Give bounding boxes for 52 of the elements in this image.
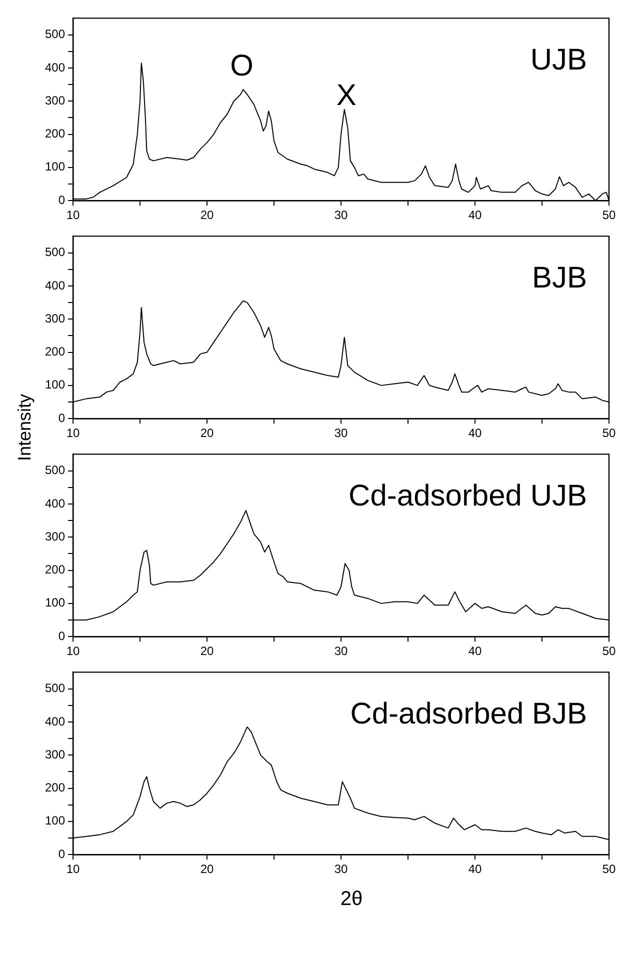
y-tick-label: 200	[44, 344, 66, 359]
y-tick-label: 0	[58, 846, 66, 861]
x-tick-label: 50	[602, 862, 616, 876]
x-tick-label: 40	[468, 644, 482, 658]
y-tick-label: 500	[44, 27, 66, 42]
y-tick-label: 400	[44, 496, 66, 510]
x-tick-label: 40	[468, 862, 482, 876]
y-tick-label: 200	[44, 780, 66, 795]
x-tick-label: 20	[200, 644, 214, 658]
x-tick-label: 30	[334, 644, 348, 658]
y-tick-label: 100	[44, 596, 66, 610]
y-tick-label: 0	[58, 628, 66, 643]
x-tick-label: 40	[468, 426, 482, 440]
text: UJB	[530, 43, 587, 76]
x-tick-label: 10	[66, 862, 80, 876]
y-tick-label: 500	[44, 245, 66, 260]
y-tick-label: 300	[44, 529, 66, 544]
x-tick-label: 40	[468, 208, 482, 222]
x-tick-label: 30	[334, 426, 348, 440]
x-tick-label: 20	[200, 208, 214, 222]
text: BJB	[532, 261, 587, 294]
x-tick-label: 10	[66, 644, 80, 658]
x-tick-label: 50	[602, 426, 616, 440]
x-tick-label: 10	[66, 208, 80, 222]
x-tick-label: 20	[200, 426, 214, 440]
y-tick-label: 100	[44, 378, 66, 392]
x-tick-label: 10	[66, 426, 80, 440]
y-axis-title: Intensity	[14, 394, 36, 461]
y-tick-label: 500	[44, 463, 66, 478]
x-tick-label: 50	[602, 208, 616, 222]
text: Cd-adsorbed BJB	[350, 697, 587, 730]
y-tick-label: 100	[44, 814, 66, 828]
text: Cd-adsorbed UJB	[348, 479, 587, 512]
y-tick-label: 200	[44, 562, 66, 577]
x-tick-label: 50	[602, 644, 616, 658]
y-tick-label: 300	[44, 93, 66, 108]
x-tick-label: 30	[334, 862, 348, 876]
x-tick-label: 20	[200, 862, 214, 876]
y-tick-label: 400	[44, 278, 66, 292]
y-tick-label: 400	[44, 60, 66, 74]
y-tick-label: 400	[44, 714, 66, 728]
y-tick-label: 300	[44, 747, 66, 762]
y-tick-label: 500	[44, 681, 66, 696]
x-tick-label: 30	[334, 208, 348, 222]
y-tick-label: 100	[44, 160, 66, 174]
y-tick-label: 0	[58, 410, 66, 425]
annotation: X	[336, 78, 356, 112]
y-tick-label: 300	[44, 311, 66, 326]
annotation: O	[230, 50, 254, 83]
y-tick-label: 0	[58, 192, 66, 207]
y-tick-label: 200	[44, 126, 66, 141]
x-axis-title: 2θ	[339, 888, 364, 911]
